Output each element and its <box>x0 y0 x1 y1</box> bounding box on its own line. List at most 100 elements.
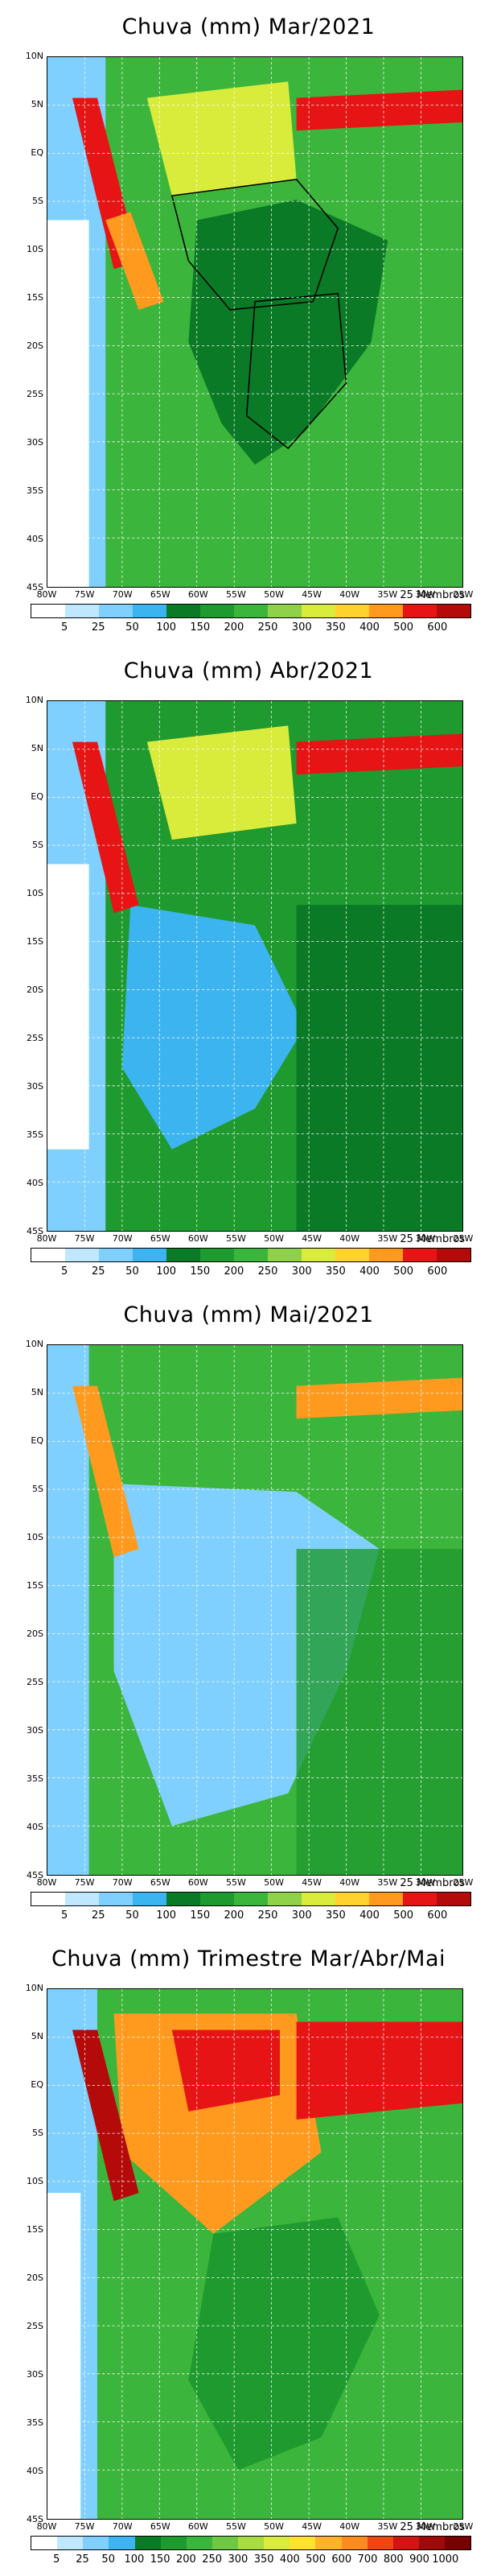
panel-title: Chuva (mm) Mar/2021 <box>121 14 376 39</box>
lon-tick-label: 30W <box>415 2521 436 2532</box>
color-legend <box>31 1892 471 1906</box>
lon-tick-label: 40W <box>339 1233 360 1244</box>
lon-tick-label: 35W <box>377 1233 398 1244</box>
map-graphic <box>47 1345 462 1875</box>
rainfall-map <box>47 700 463 1232</box>
lat-tick-label: 30S <box>27 1725 43 1736</box>
lat-tick-label: 15S <box>27 1580 43 1591</box>
lat-tick-label: EQ <box>31 1435 43 1446</box>
legend-swatch <box>160 2537 187 2549</box>
lat-tick-label: 5N <box>31 743 43 753</box>
lon-tick-label: 25W <box>453 1233 474 1244</box>
lat-tick-label: 25S <box>27 1033 43 1043</box>
legend-swatch <box>65 605 99 617</box>
lon-tick-label: 35W <box>377 2521 398 2532</box>
lon-tick-label: 80W <box>36 1877 57 1888</box>
legend-label: 300 <box>291 621 312 634</box>
map-graphic <box>47 1989 462 2519</box>
lon-tick-label: 75W <box>74 589 95 600</box>
legend-label: 50 <box>101 2553 115 2566</box>
members-label: 25 Membros <box>400 1877 465 1889</box>
legend-swatch <box>445 2537 471 2549</box>
legend-swatch <box>268 1893 302 1905</box>
lat-tick-label: 5S <box>32 1484 43 1494</box>
lon-tick-label: 70W <box>112 2521 133 2532</box>
legend-swatch <box>238 2537 265 2549</box>
legend-swatch <box>31 1893 65 1905</box>
legend-label: 600 <box>427 621 448 634</box>
legend-label: 500 <box>393 1265 414 1278</box>
legend-label: 400 <box>359 1909 380 1922</box>
lon-tick-label: 80W <box>36 2521 57 2532</box>
rainfall-map <box>47 1988 463 2520</box>
legend-swatch <box>302 605 335 617</box>
lat-tick-label: 20S <box>27 341 43 351</box>
legend-label: 300 <box>291 1265 312 1278</box>
legend-label: 900 <box>409 2553 429 2566</box>
legend-swatch <box>133 605 166 617</box>
legend-swatch <box>264 2537 290 2549</box>
panel-title: Chuva (mm) Mai/2021 <box>123 1302 374 1327</box>
legend-label: 100 <box>156 1909 177 1922</box>
lon-tick-label: 60W <box>187 2521 208 2532</box>
legend-label: 200 <box>224 621 244 634</box>
legend-swatch <box>234 1249 268 1261</box>
legend-swatch <box>418 2537 445 2549</box>
legend-swatch <box>65 1893 99 1905</box>
legend-label: 500 <box>393 1909 414 1922</box>
legend-swatch <box>290 2537 316 2549</box>
lat-tick-label: 20S <box>27 1629 43 1639</box>
lon-tick-label: 55W <box>226 2521 246 2532</box>
legend-label: 300 <box>291 1909 312 1922</box>
lon-tick-label: 50W <box>264 2521 284 2532</box>
legend-label: 150 <box>190 621 211 634</box>
members-label: 25 Membros <box>400 589 465 601</box>
lat-tick-label: 35S <box>27 2417 43 2428</box>
color-legend <box>31 2536 471 2550</box>
lon-tick-label: 25W <box>453 1877 474 1888</box>
lon-tick-label: 65W <box>150 589 170 600</box>
legend-label: 250 <box>257 621 278 634</box>
lon-tick-label: 30W <box>415 1877 436 1888</box>
lon-tick-label: 35W <box>377 589 398 600</box>
legend-label: 25 <box>76 2553 89 2566</box>
legend-label: 5 <box>53 2553 60 2566</box>
lon-tick-label: 70W <box>112 589 133 600</box>
lat-tick-label: 35S <box>27 485 43 496</box>
legend-label: 100 <box>156 1265 177 1278</box>
legend-label: 250 <box>257 1265 278 1278</box>
legend-swatch <box>212 2537 238 2549</box>
legend-label: 200 <box>224 1265 244 1278</box>
lon-tick-label: 55W <box>226 1233 246 1244</box>
lat-tick-label: 25S <box>27 1677 43 1687</box>
legend-swatch <box>99 605 133 617</box>
legend-swatch <box>369 605 403 617</box>
legend-swatch <box>31 2537 58 2549</box>
legend-swatch <box>268 1249 302 1261</box>
map-graphic <box>47 701 462 1231</box>
rainfall-map <box>47 1344 463 1876</box>
legend-label: 200 <box>224 1909 244 1922</box>
lon-tick-label: 45W <box>302 1877 322 1888</box>
legend-label: 5 <box>61 621 68 634</box>
lon-tick-label: 40W <box>339 1877 360 1888</box>
lat-tick-label: EQ <box>31 2079 43 2090</box>
lon-tick-label: 50W <box>264 1877 284 1888</box>
legend-swatch <box>186 2537 212 2549</box>
legend-label: 400 <box>279 2553 300 2566</box>
lon-tick-label: 65W <box>150 2521 170 2532</box>
lon-tick-label: 35W <box>377 1877 398 1888</box>
lon-tick-label: 80W <box>36 1233 57 1244</box>
lat-tick-label: EQ <box>31 147 43 158</box>
legend-swatch <box>341 2537 368 2549</box>
lon-tick-label: 60W <box>187 1877 208 1888</box>
legend-swatch <box>133 1893 166 1905</box>
legend-swatch <box>335 1249 369 1261</box>
legend-label: 150 <box>190 1265 211 1278</box>
rainfall-map <box>47 56 463 588</box>
lon-tick-label: 80W <box>36 589 57 600</box>
legend-label: 5 <box>61 1265 68 1278</box>
lat-tick-label: 35S <box>27 1773 43 1784</box>
map-panel-may: Chuva (mm) Mai/2021 25 Membros 10N 5N EQ 5S… <box>0 1288 497 1932</box>
legend-swatch <box>109 2537 135 2549</box>
